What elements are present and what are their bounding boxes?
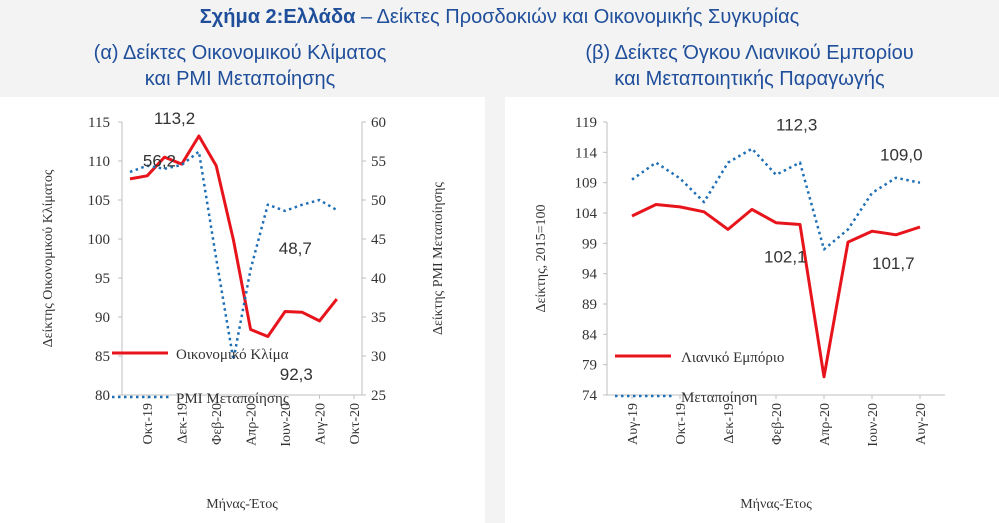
- chart-a-legend-climate-label: Οικονομικό Κλίμα: [176, 347, 289, 363]
- chart-a: 80 85 90 95 100 105 110 115 25 30 35 40 45 50 55 60 Οκτ-…: [41, 109, 446, 512]
- panel-a-title-line1: (α) Δείκτες Οικονομικού Κλίματος: [93, 42, 387, 64]
- panel-b-title-line2: και Μεταποιητικής Παραγωγής: [614, 68, 885, 90]
- chart-b-ytick-label: 114: [575, 145, 597, 161]
- chart-b-ytick-label: 109: [575, 176, 598, 192]
- chart-b-ytick-label: 74: [582, 388, 598, 404]
- chart-b-legend-manufacturing-label: Μεταποίηση: [681, 390, 758, 406]
- figure-title: Σχήμα 2:Ελλάδα – Δείκτες Προσδοκιών και …: [0, 6, 999, 29]
- chart-a-ytick-label: 95: [95, 271, 110, 287]
- chart-b-panel: 74 79 84 89 94 99 104 109 114 119 Αυγ-19 Οκτ-19 Δεκ-…: [505, 97, 999, 523]
- chart-a-ytick-label: 105: [88, 193, 111, 209]
- chart-b-ytick-label: 104: [575, 206, 598, 222]
- chart-b-ylabel: Δείκτης, 2015=100: [534, 204, 549, 312]
- chart-b-series-manufacturing-line: [631, 147, 921, 251]
- chart-a-y2tick-label: 45: [371, 232, 386, 248]
- chart-b-ytick-label: 84: [582, 327, 598, 343]
- figure-title-rest: – Δείκτες Προσδοκιών και Οικονομικής Συγ…: [355, 6, 800, 28]
- chart-b-data-label: 109,0: [880, 146, 923, 165]
- chart-b-legend-retail-label: Λιανικό Εμπόριο: [681, 350, 784, 366]
- panel-a-title-line2: και PMI Μεταποίησης: [144, 68, 336, 90]
- chart-b-xtick-label: Απρ-20: [818, 403, 833, 446]
- chart-a-y2tick-label: 50: [371, 193, 386, 209]
- chart-b: 74 79 84 89 94 99 104 109 114 119 Αυγ-19 Οκτ-19 Δεκ-…: [534, 115, 945, 512]
- chart-a-ytick-label: 90: [95, 310, 110, 326]
- chart-b-xtick-label: Αυγ-19: [626, 403, 641, 445]
- chart-a-xtick-label: Απρ-20: [245, 403, 260, 446]
- chart-a-xtick-label: Δεκ-19: [176, 403, 191, 444]
- chart-b-xtick-label: Ιουν-20: [866, 403, 881, 447]
- chart-a-y2label: Δείκτης PMI Μεταποίησης: [431, 182, 446, 335]
- chart-a-legend-pmi-label: PMI Μεταποίησης: [176, 391, 289, 407]
- chart-a-data-label: 56,2: [143, 152, 176, 171]
- chart-b-ytick-label: 94: [582, 267, 598, 283]
- chart-b-xtick-label: Δεκ-19: [722, 403, 737, 444]
- chart-a-series-pmi-line: [129, 150, 338, 362]
- panel-b-title: (β) Δείκτες Όγκου Λιανικού Εμπορίου και …: [500, 40, 999, 92]
- chart-a-data-label: 113,2: [154, 109, 195, 128]
- chart-b-xlabel: Μήνας-Έτος: [740, 497, 812, 512]
- chart-a-ytick-label: 115: [88, 115, 110, 131]
- chart-b-xtick-label: Αυγ-20: [914, 403, 929, 445]
- chart-a-xlabel: Μήνας-Έτος: [206, 497, 278, 512]
- chart-a-y2tick-label: 55: [371, 154, 386, 170]
- chart-a-data-label: 92,3: [280, 365, 313, 384]
- chart-a-ytick-label: 100: [88, 232, 111, 248]
- chart-a-y2tick-label: 30: [371, 349, 386, 365]
- panel-a-title: (α) Δείκτες Οικονομικού Κλίματος και PMI…: [0, 40, 480, 92]
- chart-a-ytick-label: 85: [95, 349, 110, 365]
- panel-b-title-line1: (β) Δείκτες Όγκου Λιανικού Εμπορίου: [585, 42, 914, 64]
- chart-b-data-label: 102,1: [764, 248, 807, 267]
- chart-a-y2tick-label: 40: [371, 271, 386, 287]
- chart-b-xtick-label: Οκτ-19: [674, 403, 689, 444]
- chart-a-xtick-label: Οκτ-20: [348, 403, 363, 444]
- chart-a-ytick-label: 110: [88, 154, 110, 170]
- chart-b-ytick-label: 119: [575, 115, 597, 131]
- chart-b-ytick-label: 89: [582, 297, 597, 313]
- chart-a-xtick-label: Φεβ-20: [210, 403, 225, 445]
- chart-a-xtick-label: Αυγ-20: [314, 403, 329, 445]
- chart-b-ytick-label: 79: [582, 358, 597, 374]
- chart-a-ylabel: Δείκτης Οικονομικού Κλίματος: [41, 169, 56, 347]
- chart-a-y2tick-label: 35: [371, 310, 386, 326]
- chart-b-ytick-label: 99: [582, 236, 597, 252]
- chart-b-data-label: 101,7: [872, 254, 915, 273]
- chart-a-ytick-label: 80: [95, 388, 110, 404]
- chart-b-data-label: 112,3: [776, 116, 817, 135]
- chart-a-data-label: 48,7: [279, 239, 312, 258]
- chart-a-xtick-label: Ιουν-20: [279, 403, 294, 447]
- chart-b-series-retail-line: [631, 203, 921, 379]
- chart-a-series-climate-line: [129, 134, 338, 338]
- chart-a-xtick-label: Οκτ-19: [141, 403, 156, 444]
- chart-a-y2tick-label: 25: [371, 388, 386, 404]
- chart-b-xtick-label: Φεβ-20: [770, 403, 785, 445]
- chart-a-panel: 80 85 90 95 100 105 110 115 25 30 35 40 45 50 55 60 Οκτ-…: [0, 97, 485, 523]
- chart-a-y2tick-label: 60: [371, 115, 386, 131]
- figure-title-bold: Σχήμα 2:Ελλάδα: [199, 6, 356, 28]
